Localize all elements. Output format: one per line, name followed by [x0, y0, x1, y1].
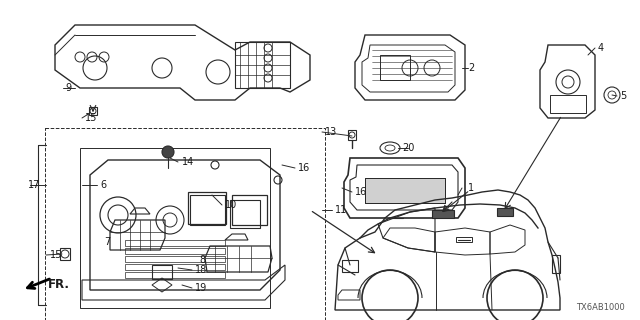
Bar — [80, 148, 270, 308]
Text: 16: 16 — [298, 163, 310, 173]
Text: 14: 14 — [182, 157, 195, 167]
Text: 2: 2 — [468, 63, 474, 73]
Text: 4: 4 — [598, 43, 604, 53]
Bar — [348, 130, 356, 140]
Text: 17: 17 — [28, 180, 40, 190]
Bar — [550, 95, 586, 113]
Bar — [232, 195, 267, 225]
Text: 10: 10 — [225, 200, 237, 210]
Text: 7: 7 — [104, 237, 110, 247]
Text: 13: 13 — [325, 127, 337, 137]
Bar — [125, 272, 225, 278]
Bar — [342, 260, 358, 272]
Text: 1: 1 — [468, 183, 474, 193]
Bar — [125, 248, 225, 254]
Bar — [125, 240, 225, 246]
Text: 5: 5 — [620, 91, 627, 101]
Bar — [380, 55, 410, 80]
Bar — [365, 178, 445, 203]
Bar — [45, 128, 325, 320]
Bar — [456, 237, 472, 242]
Text: 11: 11 — [335, 205, 348, 215]
Text: TX6AB1000: TX6AB1000 — [576, 303, 625, 312]
Text: 9: 9 — [65, 83, 71, 93]
Text: 19: 19 — [195, 283, 207, 293]
Text: 6: 6 — [100, 180, 106, 190]
Bar — [230, 200, 260, 228]
Bar — [60, 248, 70, 260]
Bar — [497, 208, 513, 216]
Bar — [235, 42, 290, 88]
Bar — [188, 192, 226, 224]
Text: 15: 15 — [50, 250, 62, 260]
Bar — [152, 265, 172, 279]
Text: 16: 16 — [355, 187, 367, 197]
Text: 8: 8 — [199, 255, 205, 265]
Bar — [190, 195, 225, 225]
Text: FR.: FR. — [48, 277, 70, 291]
Text: 20: 20 — [402, 143, 414, 153]
Bar — [89, 107, 97, 115]
Bar — [125, 256, 225, 262]
Text: 15: 15 — [85, 113, 97, 123]
Bar — [125, 264, 225, 270]
Bar — [432, 210, 454, 218]
Bar — [365, 178, 445, 203]
Text: 18: 18 — [195, 265, 207, 275]
Circle shape — [162, 146, 174, 158]
Bar — [552, 255, 560, 273]
